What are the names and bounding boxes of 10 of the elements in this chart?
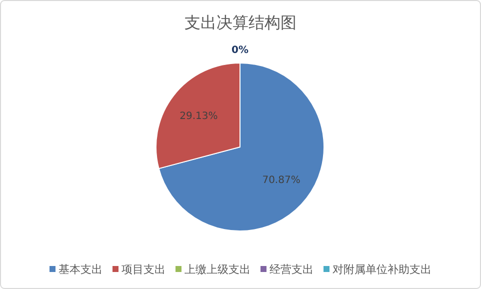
legend-label: 经营支出: [270, 263, 314, 276]
legend-label: 基本支出: [58, 263, 102, 276]
pie-slice: [158, 62, 324, 232]
data-label: 29.13%: [180, 111, 218, 122]
legend-label: 项目支出: [122, 263, 166, 276]
data-label: 70.87%: [262, 174, 300, 186]
text: 0%: [232, 45, 248, 56]
legend-label: 对附属单位补助支出: [332, 263, 432, 276]
legend-label: 上缴上级支出: [184, 263, 250, 276]
chart-title: 支出决算结构图: [184, 13, 296, 32]
